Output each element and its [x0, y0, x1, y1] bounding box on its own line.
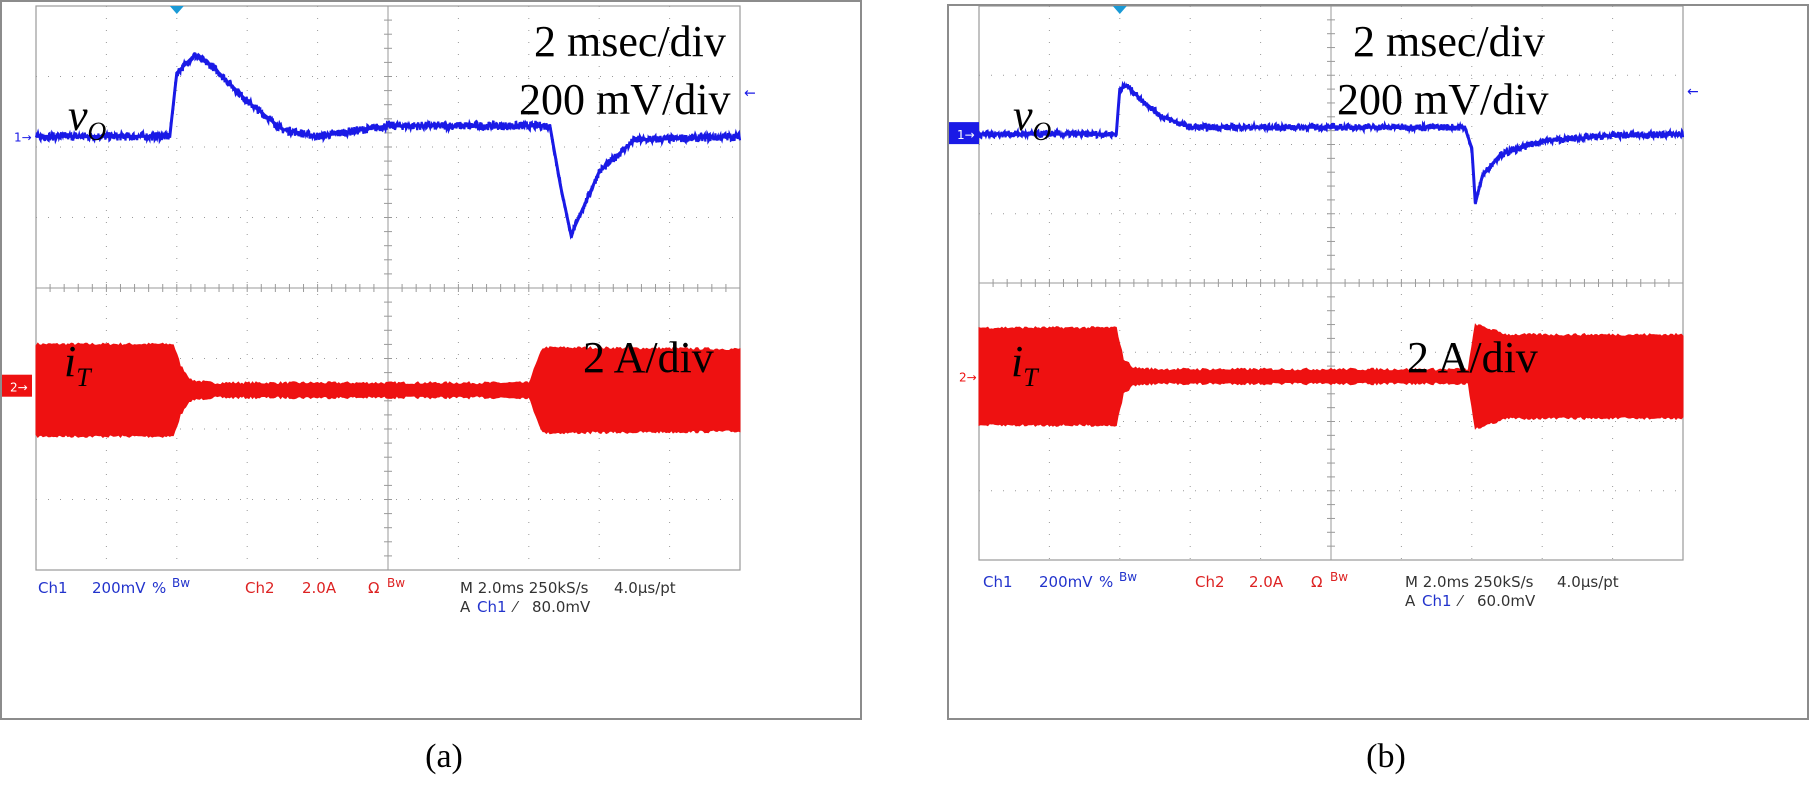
time-per-div-label: 2 msec/div: [1353, 17, 1545, 66]
amps-per-div-label: 2 A/div: [583, 333, 714, 382]
status-ch2-bw: Bw: [1330, 570, 1349, 584]
ch2-current-trace: [978, 323, 1684, 430]
amps-per-div-label: 2 A/div: [1407, 333, 1538, 382]
graticule: [978, 6, 1684, 561]
status-ch1-scale: 200mV: [92, 579, 146, 597]
time-per-div-label: 2 msec/div: [534, 17, 726, 66]
status-ch2: Ch2: [245, 579, 275, 597]
vo-label: vO: [68, 91, 107, 146]
status-timebase: M 2.0ms 250kS/s: [460, 579, 589, 597]
status-trigger-slope: ⁄: [1459, 592, 1462, 610]
trigger-position-marker: [169, 6, 184, 14]
status-trigger-channel: Ch1: [1422, 592, 1452, 610]
status-per-point: 4.0µs/pt: [1557, 573, 1619, 591]
ch1-voltage-trace-core: [979, 83, 1683, 204]
status-trigger-channel: Ch1: [477, 598, 507, 616]
status-ch1: Ch1: [983, 573, 1013, 591]
status-ch2-coupling: Ω: [368, 579, 380, 597]
graticule: [35, 5, 741, 571]
status-trigger-level: 60.0mV: [1477, 592, 1536, 610]
trigger-position-marker: [1112, 6, 1127, 14]
trigger-level-arrow: ←: [1687, 84, 1699, 100]
ch2-level-marker-bg: [2, 374, 32, 397]
ch1-level-marker: 1→: [957, 128, 975, 142]
ch2-level-marker: 2→: [959, 370, 977, 384]
status-trigger-slope: ⁄: [514, 598, 517, 616]
ch1-voltage-trace-core: [36, 53, 741, 240]
caption-b: (b): [1366, 738, 1406, 775]
status-ch2-bw: Bw: [387, 576, 406, 590]
scope-panel-b: 1→ 2→ ← 2 msec/div 200 mV/div 2 A/div vO i…: [947, 4, 1809, 720]
ch1-level-marker-bg: [949, 122, 979, 145]
scope-screen-a: 1→ 2→ ←: [2, 5, 756, 571]
status-ch2: Ch2: [1195, 573, 1225, 591]
status-ch1: Ch1: [38, 579, 68, 597]
caption-a: (a): [425, 738, 463, 775]
status-ch1-bw: Bw: [172, 576, 191, 590]
status-ch1-scale: 200mV: [1039, 573, 1093, 591]
trigger-level-arrow: ←: [744, 86, 756, 102]
status-trigger-source: A: [460, 598, 471, 616]
status-ch2-scale: 2.0A: [1249, 573, 1284, 591]
status-trigger-level: 80.0mV: [532, 598, 591, 616]
status-timebase: M 2.0ms 250kS/s: [1405, 573, 1534, 591]
it-label: iT: [1011, 337, 1038, 392]
ch2-level-marker: 2→: [10, 381, 28, 395]
status-ch1-bw: Bw: [1119, 570, 1138, 584]
status-ch1-coupling: %: [1099, 573, 1114, 591]
status-trigger-source: A: [1405, 592, 1416, 610]
ch1-level-marker: 1→: [14, 130, 32, 144]
status-per-point: 4.0µs/pt: [614, 579, 676, 597]
it-label: iT: [64, 337, 91, 392]
scope-panel-a: 1→ 2→ ← 2 msec/div 200 mV/div 2 A/div vO i…: [0, 0, 862, 720]
volts-per-div-label: 200 mV/div: [1337, 75, 1549, 124]
status-ch1-coupling: %: [152, 579, 167, 597]
scope-screen-b: 1→ 2→ ←: [949, 6, 1699, 561]
vo-label: vO: [1013, 91, 1052, 146]
volts-per-div-label: 200 mV/div: [519, 75, 731, 124]
status-ch2-scale: 2.0A: [302, 579, 337, 597]
ch2-current-trace: [35, 342, 741, 438]
status-ch2-coupling: Ω: [1311, 573, 1323, 591]
